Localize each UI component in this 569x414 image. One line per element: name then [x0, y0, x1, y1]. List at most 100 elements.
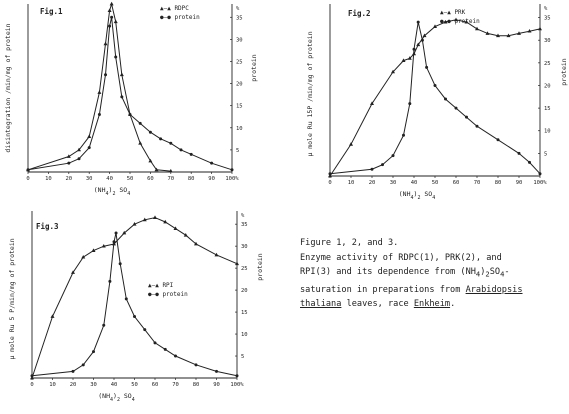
data-point-rdpc [87, 134, 92, 139]
data-point-prk [517, 31, 521, 35]
x-tick-label: 30 [390, 180, 397, 186]
data-point-prk [422, 33, 427, 38]
x-tick-label: 40 [411, 180, 418, 186]
data-point-protein [143, 328, 147, 332]
x-tick-label: 30 [90, 382, 97, 388]
species-name-genus: Arabidopsis [465, 284, 523, 295]
data-point-rdpc [168, 168, 173, 173]
y-tick-label-right: 30 [544, 38, 551, 44]
data-point-rpi [132, 221, 137, 226]
data-point-rpi [153, 215, 157, 219]
x-tick-label: 60 [152, 382, 159, 388]
data-point-rpi [91, 248, 96, 252]
data-point-rdpc [138, 141, 143, 145]
x-tick-label: 80 [188, 176, 195, 182]
data-point-protein [420, 38, 424, 42]
data-point-rpi [214, 252, 219, 257]
data-point-prk [407, 56, 412, 60]
figure-label: Fig.2 [348, 9, 371, 18]
data-point-rdpc [66, 154, 71, 158]
data-point-protein [110, 15, 114, 19]
y-axis-label-left: μ mole Ru 15P /min/mg of protein [306, 31, 314, 156]
data-point-protein [87, 146, 91, 150]
x-tick-label: 40 [106, 176, 113, 182]
data-point-rdpc [113, 19, 118, 24]
data-point-protein [444, 97, 447, 101]
data-point-rpi [101, 243, 106, 248]
y-tick-label-right: 25 [241, 266, 248, 272]
data-point-protein [328, 172, 332, 176]
y-tick-label-right: 35 [236, 15, 243, 21]
x-tick-label: 100% [225, 176, 239, 182]
y-tick-label-right: 35 [544, 16, 551, 22]
data-point-protein [81, 363, 85, 367]
data-point-protein [370, 167, 374, 171]
figure-1-chart: 0 10 20 30 40 50 60 70 80 90 100% 5 10 15 20 25 30 35% (NH… [4, 1, 258, 197]
x-tick-label: 50 [131, 382, 138, 388]
data-point-protein [215, 369, 218, 373]
y-axis-label-right: protein [250, 54, 258, 81]
data-point-protein [454, 106, 458, 110]
x-axis-label: (NH4)2 SO4 [94, 186, 130, 197]
y-tick-label-right: 15 [241, 310, 248, 316]
data-point-rpi [50, 314, 55, 318]
data-point-protein [475, 124, 479, 128]
data-point-protein [97, 113, 101, 117]
x-tick-label: 50 [127, 176, 134, 182]
caption-line-5: thaliana leaves, race Enkheim. [300, 299, 456, 310]
x-tick-label: 30 [86, 176, 93, 182]
data-point-protein [30, 374, 34, 378]
data-point-protein [148, 130, 152, 134]
x-tick-label: 0 [30, 382, 33, 388]
data-point-protein [92, 350, 95, 354]
data-point-rdpc [107, 8, 112, 13]
right-axis-unit: % [544, 6, 548, 12]
legend-entry-prk: ▲—▲ PRK [440, 9, 466, 16]
data-point-protein [124, 297, 128, 301]
x-tick-label: 90 [213, 382, 220, 388]
data-point-rdpc [109, 1, 114, 6]
data-point-protein [114, 231, 118, 235]
data-point-protein [77, 157, 81, 161]
data-point-prk [485, 31, 490, 35]
y-tick-label-right: 15 [544, 106, 551, 112]
y-tick-label-right: 5 [241, 354, 244, 360]
data-point-rdpc [97, 90, 102, 94]
data-point-rpi [163, 219, 168, 224]
data-point-rdpc [77, 147, 81, 152]
series-line-protein [329, 21, 541, 175]
data-point-prk [496, 33, 500, 38]
data-point-prk [349, 142, 353, 146]
y-tick-label-right: 20 [236, 82, 243, 88]
data-point-rdpc [103, 41, 108, 46]
y-tick-label-right: 25 [544, 61, 551, 67]
x-tick-label: 40 [111, 382, 118, 388]
data-point-prk [433, 24, 437, 29]
x-tick-label: 60 [147, 176, 154, 182]
legend-entry-protein: ●—● protein [148, 291, 188, 298]
y-tick-label-right: 30 [241, 244, 248, 250]
data-point-protein [425, 65, 429, 69]
x-tick-label: 20 [369, 180, 376, 186]
x-tick-label: 10 [348, 180, 355, 186]
data-point-rdpc [119, 72, 124, 77]
x-tick-label: 90 [516, 180, 523, 186]
caption-line-1: Figure 1, 2, and 3. [300, 238, 399, 248]
data-point-prk [416, 42, 421, 47]
data-point-prk [527, 28, 532, 33]
data-point-protein [179, 148, 183, 152]
x-tick-label: 20 [70, 382, 77, 388]
data-point-protein [381, 163, 384, 167]
figure-3-chart: 0 10 20 30 40 50 60 70 80 90 100% 5 10 15 20 25 30 35% (NH… [8, 211, 264, 403]
x-tick-label: 70 [172, 382, 179, 388]
data-point-protein [538, 172, 542, 176]
data-point-rpi [142, 217, 147, 222]
series-line-protein [27, 17, 233, 171]
data-point-prk [464, 19, 469, 24]
caption-line-4: saturation in preparations from Arabidop… [300, 284, 523, 295]
y-tick-label-right: 35 [241, 222, 248, 228]
x-tick-label: 80 [193, 382, 200, 388]
y-tick-label-right: 10 [241, 332, 248, 338]
data-point-rpi [71, 270, 75, 274]
x-tick-label: 60 [453, 180, 460, 186]
